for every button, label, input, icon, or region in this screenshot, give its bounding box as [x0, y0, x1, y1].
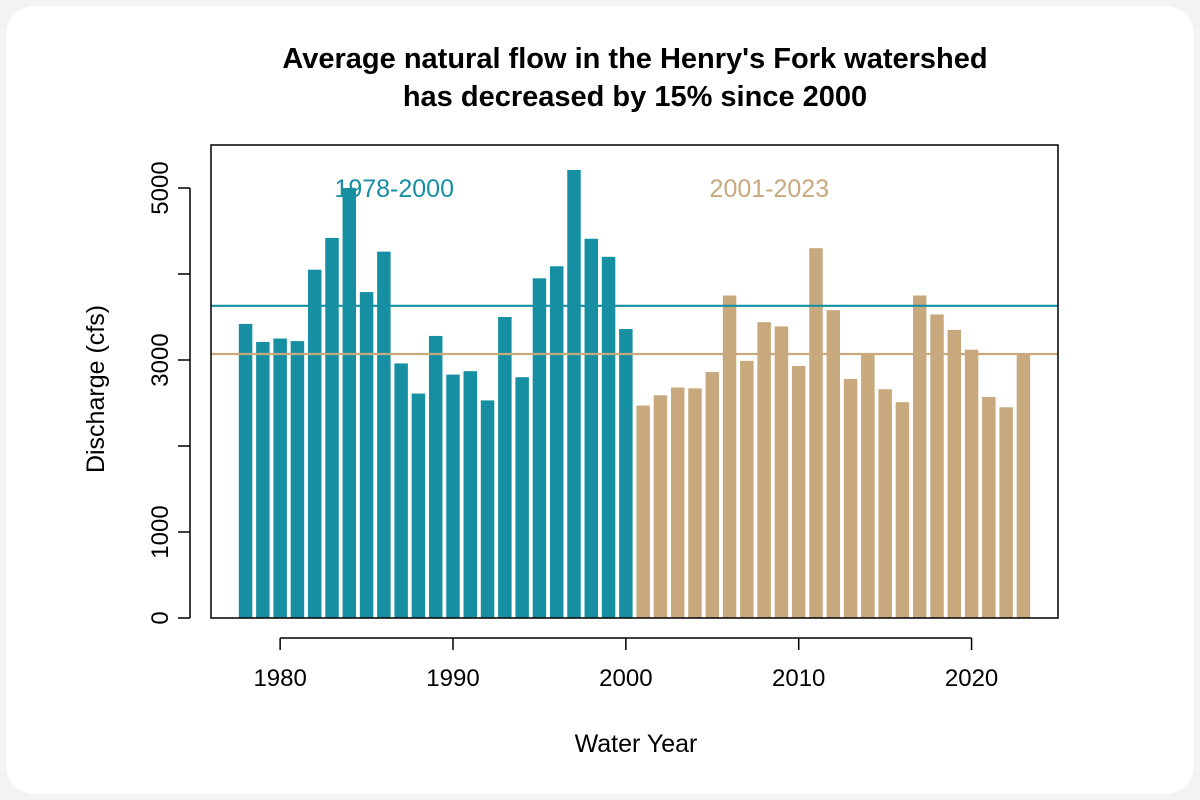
bar-1988	[411, 393, 426, 618]
bar-2021	[982, 396, 996, 618]
bar-1982	[307, 269, 322, 618]
bar-2019	[947, 329, 962, 618]
bar-1981	[290, 341, 305, 618]
bar-1986	[377, 251, 391, 618]
bar-2022	[999, 407, 1013, 618]
x-tick-label-2020: 2020	[945, 665, 998, 692]
bar-2011	[809, 248, 823, 618]
period-label-2001-2023: 2001-2023	[710, 175, 830, 203]
bar-1985	[359, 292, 374, 618]
mean-lines-group	[211, 304, 1058, 356]
plot-frame	[210, 144, 1059, 619]
y-tick-label-1000: 1000	[147, 505, 174, 558]
bar-2017	[912, 295, 927, 618]
bar-1995	[532, 278, 547, 618]
bar-1990	[446, 374, 460, 618]
bar-2018	[930, 314, 944, 618]
bar-2015	[878, 389, 892, 618]
bar-1991	[463, 371, 478, 618]
x-tick-label-1990: 1990	[426, 665, 479, 692]
bar-1978	[238, 323, 253, 618]
bar-2008	[757, 322, 771, 618]
bar-1992	[480, 400, 495, 618]
bar-2010	[791, 366, 806, 618]
x-axis-label: Water Year	[575, 730, 698, 758]
bar-2005	[705, 372, 720, 618]
bar-1979	[256, 341, 270, 618]
y-axis: 0 1000 3000 5000	[147, 161, 191, 625]
x-axis: 1980 1990 2000 2010 2020	[253, 637, 998, 692]
bar-1980	[273, 338, 287, 618]
bar-2020	[964, 349, 979, 618]
bar-2012	[826, 310, 841, 618]
x-tick-label-2010: 2010	[772, 665, 825, 692]
bar-1996	[549, 266, 564, 618]
bar-2014	[861, 353, 875, 618]
bar-2023	[1016, 354, 1031, 618]
bar-2006	[722, 295, 737, 618]
chart-title-line-1: Average natural flow in the Henry's Fork…	[282, 43, 987, 75]
y-tick-label-3000: 3000	[147, 333, 174, 386]
bar-2009	[774, 326, 789, 618]
period-label-1978-2000: 1978-2000	[334, 175, 454, 203]
bar-1987	[394, 363, 408, 618]
bar-2004	[688, 388, 702, 618]
bar-1989	[428, 335, 443, 618]
chart-title-line-2: has decreased by 15% since 2000	[403, 81, 867, 113]
bar-1993	[498, 317, 512, 618]
bar-2013	[843, 378, 858, 618]
x-tick-label-1980: 1980	[253, 665, 306, 692]
bars-group	[238, 169, 1031, 619]
y-tick-label-5000: 5000	[147, 161, 174, 214]
bar-2002	[653, 395, 668, 618]
y-axis-label: Discharge (cfs)	[82, 305, 110, 473]
bar-1999	[601, 256, 616, 618]
bar-2007	[740, 360, 754, 618]
bar-2016	[895, 402, 910, 618]
discharge-bar-chart: Average natural flow in the Henry's Fork…	[82, 43, 1059, 758]
bar-2001	[636, 405, 650, 618]
bar-1983	[325, 237, 339, 618]
bar-2003	[670, 387, 685, 618]
bar-1997	[567, 169, 581, 618]
bar-1998	[584, 238, 599, 619]
bar-2000	[619, 329, 633, 618]
bar-1984	[342, 188, 357, 618]
bar-1994	[515, 377, 529, 618]
x-tick-label-2000: 2000	[599, 665, 652, 692]
y-tick-label-0: 0	[147, 611, 174, 624]
chart-card: Average natural flow in the Henry's Fork…	[6, 6, 1194, 794]
